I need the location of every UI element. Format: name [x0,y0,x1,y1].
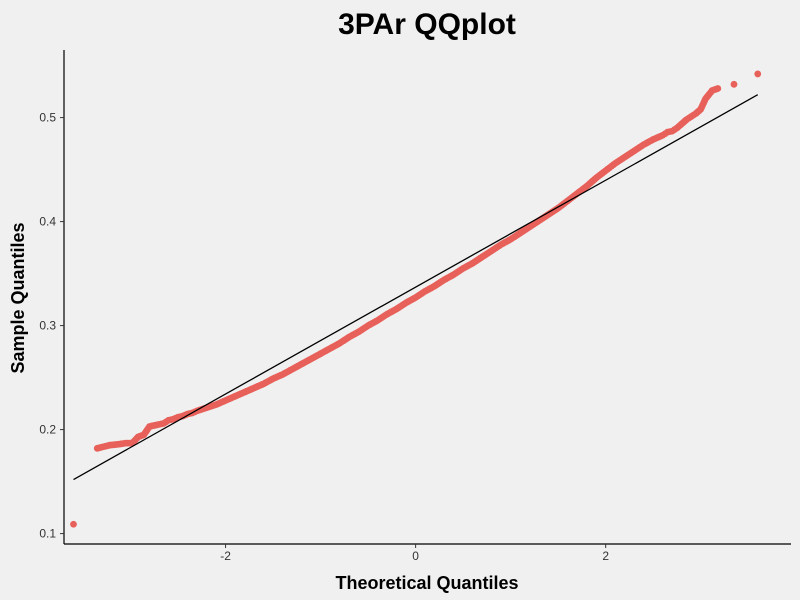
y-axis-ticks: 0.1 0.2 0.3 0.4 0.5 [39,111,64,541]
x-tick-label: 2 [602,549,609,563]
data-point [754,70,762,78]
y-axis-title: Sample Quantiles [8,222,28,373]
x-tick-label: 0 [412,549,419,563]
data-point [714,85,722,92]
x-axis-ticks: -2 0 2 [220,544,609,563]
y-tick-label: 0.1 [39,527,56,541]
data-point [70,520,77,528]
reference-line [73,94,759,481]
y-tick-label: 0.4 [39,215,56,229]
x-axis-title: Theoretical Quantiles [335,573,518,593]
y-tick-label: 0.3 [39,319,56,333]
x-tick-label: -2 [220,549,231,563]
chart-title: 3PAr QQplot [338,8,516,41]
y-tick-label: 0.2 [39,423,56,437]
data-point [730,80,738,88]
points-layer [70,70,762,528]
y-tick-label: 0.5 [39,111,56,125]
